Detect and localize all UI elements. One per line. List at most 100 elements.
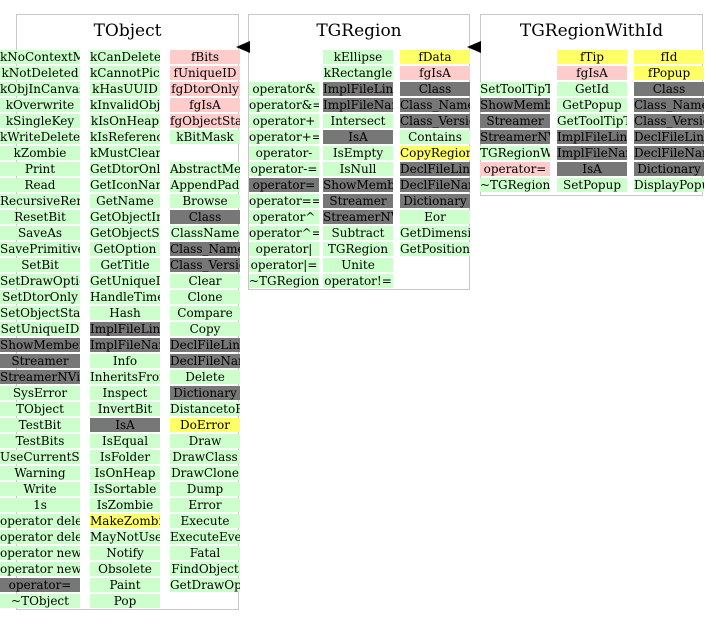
- member-cell[interactable]: operator&: [249, 82, 319, 96]
- member-cell[interactable]: Warning: [0, 466, 80, 480]
- member-cell[interactable]: DeclFileLine: [634, 130, 704, 144]
- member-cell[interactable]: kSingleKey: [0, 114, 80, 128]
- member-cell[interactable]: IsZombie: [90, 498, 160, 512]
- member-cell[interactable]: Print: [0, 162, 80, 176]
- member-cell[interactable]: AppendPad: [170, 178, 240, 192]
- member-cell[interactable]: Execute: [170, 514, 240, 528]
- member-cell[interactable]: DeclFileName: [634, 146, 704, 160]
- member-cell[interactable]: UseCurrentStyle: [0, 450, 80, 464]
- member-cell[interactable]: GetTitle: [90, 258, 160, 272]
- member-cell[interactable]: SavePrimitive: [0, 242, 80, 256]
- member-cell[interactable]: Class_Version: [400, 114, 470, 128]
- member-cell[interactable]: SetPopup: [557, 178, 627, 192]
- member-cell[interactable]: Streamer: [0, 354, 80, 368]
- member-cell[interactable]: Paint: [90, 578, 160, 592]
- member-cell[interactable]: operator&=: [249, 98, 319, 112]
- member-cell[interactable]: kWriteDelete: [0, 130, 80, 144]
- member-cell[interactable]: DeclFileLine: [170, 338, 240, 352]
- member-cell[interactable]: DeclFileName: [400, 178, 470, 192]
- member-cell[interactable]: SetDtorOnly: [0, 290, 80, 304]
- member-cell[interactable]: TGRegion: [323, 242, 393, 256]
- member-cell[interactable]: ImplFileName: [557, 146, 627, 160]
- member-cell[interactable]: StreamerNVirtual: [0, 370, 80, 384]
- member-cell[interactable]: Dictionary: [634, 162, 704, 176]
- member-cell[interactable]: ImplFileLine: [557, 130, 627, 144]
- member-cell[interactable]: SetBit: [0, 258, 80, 272]
- member-cell[interactable]: ~TGRegionWithId: [480, 178, 550, 192]
- member-cell[interactable]: kInvalidObject: [90, 98, 160, 112]
- member-cell[interactable]: kRectangle: [323, 66, 393, 80]
- member-cell[interactable]: fBits: [170, 50, 240, 64]
- member-cell[interactable]: DrawClass: [170, 450, 240, 464]
- member-cell[interactable]: IsEqual: [90, 434, 160, 448]
- member-cell[interactable]: IsEmpty: [323, 146, 393, 160]
- member-cell[interactable]: InheritsFrom: [90, 370, 160, 384]
- member-cell[interactable]: Write: [0, 482, 80, 496]
- member-cell[interactable]: operator new: [0, 546, 80, 560]
- member-cell[interactable]: Clear: [170, 274, 240, 288]
- member-cell[interactable]: Class: [634, 82, 704, 96]
- member-cell[interactable]: Class_Name: [634, 98, 704, 112]
- member-cell[interactable]: fId: [634, 50, 704, 64]
- member-cell[interactable]: ShowMembers: [0, 338, 80, 352]
- member-cell[interactable]: RecursiveRemove: [0, 194, 80, 208]
- member-cell[interactable]: fgDtorOnly: [170, 82, 240, 96]
- member-cell[interactable]: Class_Name: [170, 242, 240, 256]
- member-cell[interactable]: Streamer: [323, 194, 393, 208]
- member-cell[interactable]: IsFolder: [90, 450, 160, 464]
- member-cell[interactable]: Compare: [170, 306, 240, 320]
- member-cell[interactable]: operator^: [249, 210, 319, 224]
- member-cell[interactable]: Dictionary: [170, 386, 240, 400]
- member-cell[interactable]: GetDimension: [400, 226, 470, 240]
- member-cell[interactable]: Draw: [170, 434, 240, 448]
- member-cell[interactable]: DeclFileLine: [400, 162, 470, 176]
- member-cell[interactable]: Error: [170, 498, 240, 512]
- member-cell[interactable]: Obsolete: [90, 562, 160, 576]
- member-cell[interactable]: DrawClone: [170, 466, 240, 480]
- member-cell[interactable]: Browse: [170, 194, 240, 208]
- member-cell[interactable]: ShowMembers: [323, 178, 393, 192]
- member-cell[interactable]: kBitMask: [170, 130, 240, 144]
- member-cell[interactable]: ImplFileName: [90, 338, 160, 352]
- member-cell[interactable]: GetUniqueID: [90, 274, 160, 288]
- member-cell[interactable]: Dictionary: [400, 194, 470, 208]
- member-cell[interactable]: FindObject: [170, 562, 240, 576]
- member-cell[interactable]: fgIsA: [557, 66, 627, 80]
- member-cell[interactable]: Fatal: [170, 546, 240, 560]
- member-cell[interactable]: Dump: [170, 482, 240, 496]
- member-cell[interactable]: fTip: [557, 50, 627, 64]
- member-cell[interactable]: kIsReferenced: [90, 130, 160, 144]
- member-cell[interactable]: Contains: [400, 130, 470, 144]
- member-cell[interactable]: StreamerNVirtual: [323, 210, 393, 224]
- member-cell[interactable]: operator+=: [249, 130, 319, 144]
- member-cell[interactable]: Delete: [170, 370, 240, 384]
- member-cell[interactable]: SetToolTipText: [480, 82, 550, 96]
- member-cell[interactable]: SetDrawOption: [0, 274, 80, 288]
- member-cell[interactable]: ClassName: [170, 226, 240, 240]
- member-cell[interactable]: Inspect: [90, 386, 160, 400]
- member-cell[interactable]: operator=: [0, 578, 80, 592]
- member-cell[interactable]: CopyRegion: [400, 146, 470, 160]
- member-cell[interactable]: DistancetoPrimitive: [170, 402, 240, 416]
- member-cell[interactable]: IsNull: [323, 162, 393, 176]
- member-cell[interactable]: kCannotPick: [90, 66, 160, 80]
- member-cell[interactable]: TestBit: [0, 418, 80, 432]
- member-cell[interactable]: GetPopup: [557, 98, 627, 112]
- member-cell[interactable]: fgIsA: [400, 66, 470, 80]
- member-cell[interactable]: ImplFileLine: [90, 322, 160, 336]
- member-cell[interactable]: MayNotUse: [90, 530, 160, 544]
- member-cell[interactable]: operator-: [249, 146, 319, 160]
- member-cell[interactable]: kObjInCanvas: [0, 82, 80, 96]
- member-cell[interactable]: kMustCleanup: [90, 146, 160, 160]
- member-cell[interactable]: GetObjectStat: [90, 226, 160, 240]
- member-cell[interactable]: GetObjectInfo: [90, 210, 160, 224]
- member-cell[interactable]: operator delete: [0, 514, 80, 528]
- member-cell[interactable]: IsOnHeap: [90, 466, 160, 480]
- member-cell[interactable]: GetIconName: [90, 178, 160, 192]
- member-cell[interactable]: Intersect: [323, 114, 393, 128]
- member-cell[interactable]: MakeZombie: [90, 514, 160, 528]
- member-cell[interactable]: Subtract: [323, 226, 393, 240]
- member-cell[interactable]: Class_Version: [170, 258, 240, 272]
- member-cell[interactable]: TGRegionWithId: [480, 146, 550, 160]
- member-cell[interactable]: [170, 146, 240, 160]
